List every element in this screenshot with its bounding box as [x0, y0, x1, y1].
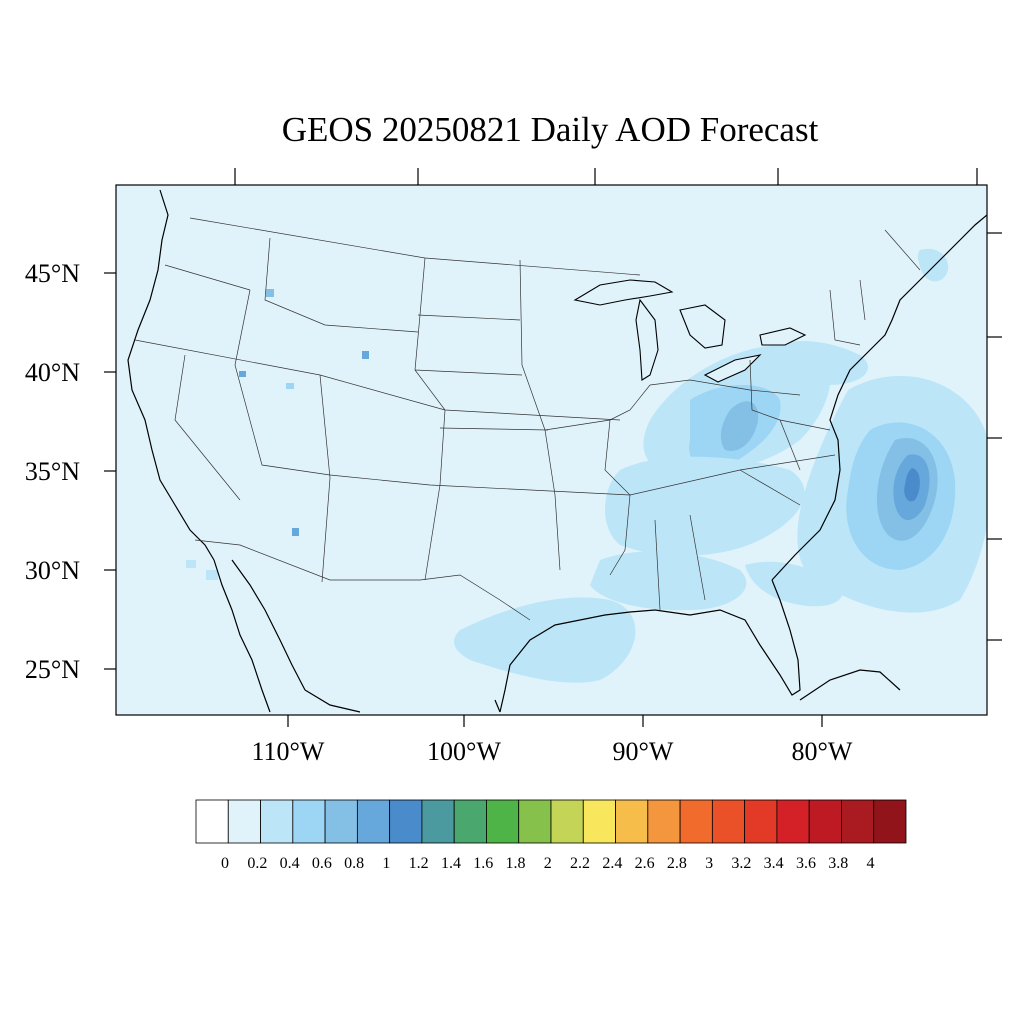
colorbar-tick-label: 3.4 [764, 855, 784, 872]
lon-label-110w: 110°W [252, 737, 325, 766]
colorbar-swatch [776, 799, 810, 844]
longitude-labels: 110°W 100°W 90°W 80°W [252, 737, 853, 766]
baja-peninsula [213, 559, 271, 713]
colorbar-tick-label: 1.2 [409, 855, 429, 872]
colorbar-swatch [486, 799, 520, 844]
gulf-coast [499, 609, 656, 713]
colorbar-swatch [841, 799, 875, 844]
gulf-of-california-east [231, 559, 306, 691]
lat-label-40: 40°N [25, 358, 80, 387]
colorbar-tick-label: 2.8 [667, 855, 687, 872]
colorbar-swatch [873, 799, 907, 844]
colorbar-swatch [260, 799, 294, 844]
colorbar-tick-label: 0 [221, 855, 229, 872]
state-boundaries [134, 217, 921, 621]
aod-field [186, 248, 987, 683]
lake-huron [679, 304, 726, 349]
great-lakes [573, 279, 807, 383]
lake-michigan [635, 298, 659, 381]
western-fire-hotspots [186, 289, 369, 580]
colorbar-swatch [615, 799, 649, 844]
mexico-pacific-coast [304, 689, 361, 713]
colorbar-swatch [711, 799, 746, 844]
lake-superior [573, 279, 674, 306]
lat-label-25: 25°N [25, 655, 80, 684]
map-frame [115, 184, 988, 716]
colorbar: 0 0.2 0.4 0.6 0.8 1 1.2 1.4 1.6 1.8 2 2.2 2.4 2.6 2.8 3… [195, 799, 907, 872]
map-title: GEOS 20250821 Daily AOD Forecast [281, 110, 819, 149]
pacific-coastline [127, 189, 215, 561]
southeast-haze [590, 456, 843, 611]
cuba [799, 669, 901, 701]
lat-label-30: 30°N [25, 556, 80, 585]
colorbar-swatch [679, 799, 713, 844]
atlantic-coast [771, 214, 987, 581]
colorbar-tick-label: 2 [544, 855, 552, 872]
colorbar-swatch [195, 799, 229, 844]
colorbar-swatch [550, 799, 584, 844]
colorbar-swatch [808, 799, 842, 844]
colorbar-swatch [292, 799, 326, 844]
colorbar-tick-label: 1.4 [441, 855, 461, 872]
florida [654, 579, 801, 696]
lon-label-100w: 100°W [427, 737, 501, 766]
gulf-coast-haze [454, 597, 636, 683]
lat-label-45: 45°N [25, 259, 80, 288]
colorbar-tick-label: 3.8 [828, 855, 848, 872]
colorbar-tick-label: 2.6 [635, 855, 655, 872]
coastlines [127, 189, 987, 713]
colorbar-swatch [324, 799, 358, 844]
atlantic-offshore-plume [797, 376, 987, 613]
colorbar-swatch [421, 799, 455, 844]
ohio-valley-appalachian-haze [643, 344, 831, 474]
tick-marks [104, 168, 1002, 727]
colorbar-tick-label: 0.6 [312, 855, 332, 872]
colorbar-tick-label: 1.8 [506, 855, 526, 872]
lon-label-90w: 90°W [613, 737, 674, 766]
colorbar-tick-label: 0.2 [247, 855, 267, 872]
colorbar-swatch [518, 799, 552, 844]
colorbar-tick-label: 2.2 [570, 855, 590, 872]
colorbar-swatch [389, 799, 423, 844]
lake-erie [703, 354, 762, 383]
colorbar-swatch [647, 799, 681, 844]
colorbar-tick-label: 3.2 [731, 855, 751, 872]
colorbar-tick-label: 3 [705, 855, 713, 872]
colorbar-tick-label: 1 [382, 855, 390, 872]
colorbar-tick-label: 0.4 [280, 855, 300, 872]
colorbar-swatch [744, 799, 778, 844]
latitude-labels: 45°N 40°N 35°N 30°N 25°N [25, 259, 80, 684]
northeast-haze [760, 248, 949, 385]
colorbar-tick-label: 1.6 [473, 855, 493, 872]
colorbar-tick-label: 3.6 [796, 855, 816, 872]
colorbar-tick-label: 4 [867, 855, 875, 872]
colorbar-swatch [453, 799, 487, 844]
lat-label-35: 35°N [25, 457, 80, 486]
colorbar-swatch [356, 799, 391, 844]
lon-label-80w: 80°W [792, 737, 853, 766]
lake-ontario [759, 327, 807, 346]
colorbar-tick-label: 2.4 [602, 855, 622, 872]
colorbar-swatch [227, 799, 261, 844]
colorbar-swatch [582, 799, 616, 844]
mexico-gulf-coast [494, 699, 501, 713]
map-content [127, 189, 987, 713]
colorbar-tick-label: 0.8 [344, 855, 364, 872]
